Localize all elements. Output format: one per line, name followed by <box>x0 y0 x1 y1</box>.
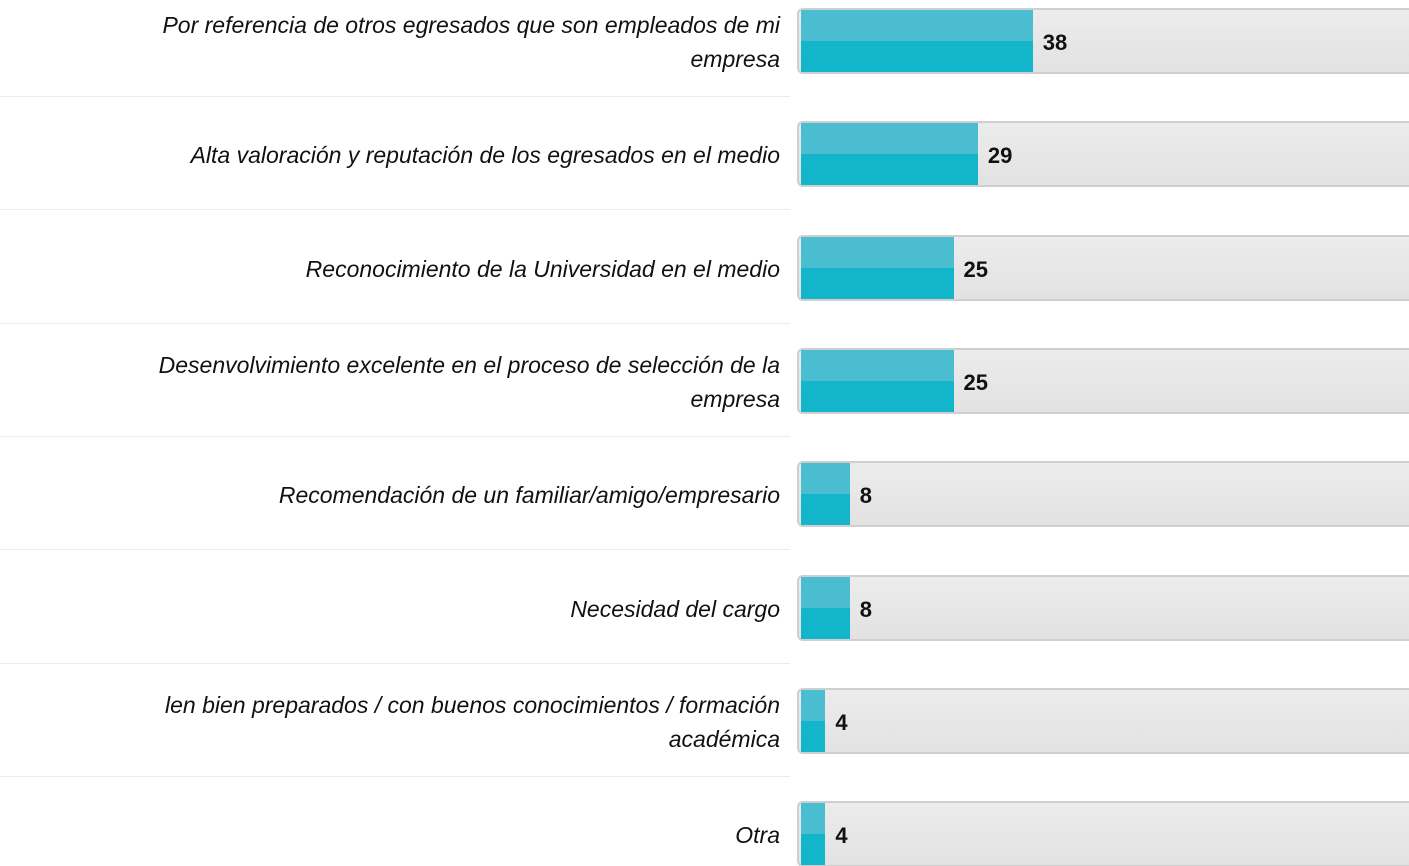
category-label: Recomendación de un familiar/amigo/empre… <box>278 482 780 509</box>
row-separator <box>0 549 790 551</box>
row-separator <box>0 322 790 324</box>
category-label: Necesidad del cargo <box>570 595 780 622</box>
category-label: Desenvolvimiento excelente en el proceso… <box>158 351 780 412</box>
value-label: 8 <box>859 596 873 622</box>
row-separator <box>0 775 790 777</box>
value-label: 25 <box>963 256 988 282</box>
bar <box>801 349 954 412</box>
value-label: 4 <box>835 709 848 735</box>
bar <box>801 689 826 752</box>
bar-track <box>797 801 1409 866</box>
row-separator <box>0 209 790 211</box>
bar <box>801 123 978 186</box>
category-label: Alta valoración y reputación de los egre… <box>190 142 780 169</box>
bar-track <box>797 687 1409 754</box>
bar <box>801 576 850 639</box>
category-label: Por referencia de otros egresados que so… <box>162 12 780 72</box>
value-label: 25 <box>963 369 988 395</box>
bar <box>801 236 954 299</box>
row-separator <box>0 662 790 664</box>
category-label: len bien preparados / con buenos conocim… <box>165 691 780 752</box>
row-separator <box>0 96 790 97</box>
value-label: 38 <box>1042 30 1068 55</box>
bar <box>801 463 850 526</box>
value-label: 8 <box>859 483 873 509</box>
category-label: Reconocimiento de la Universidad en el m… <box>305 255 780 282</box>
bar-track <box>797 461 1409 528</box>
value-label: 4 <box>835 823 848 849</box>
bar-track <box>797 574 1409 641</box>
row-separator <box>0 435 790 437</box>
value-label: 29 <box>987 143 1013 169</box>
bar <box>801 10 1033 72</box>
category-label: Otra <box>735 822 780 849</box>
bar <box>801 803 826 866</box>
